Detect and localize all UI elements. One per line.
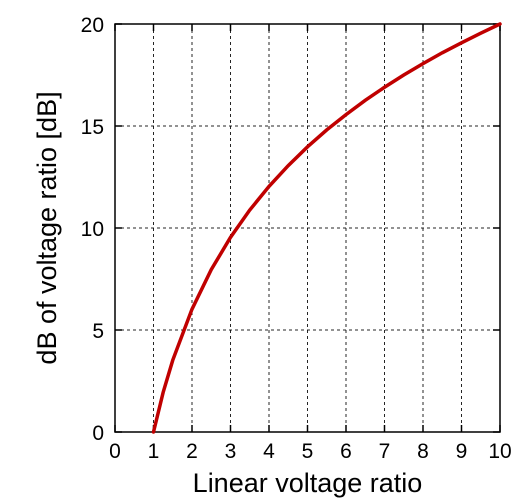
- y-tick-label: 15: [81, 116, 104, 139]
- y-tick-label: 10: [81, 218, 104, 241]
- grid-lines: [115, 24, 500, 432]
- x-tick-label: 3: [225, 440, 237, 463]
- y-axis-label: dB of voltage ratio [dB]: [32, 91, 62, 364]
- x-tick-label: 9: [456, 440, 468, 463]
- x-tick-label: 10: [488, 440, 511, 463]
- x-tick-label: 8: [417, 440, 429, 463]
- x-tick-label: 1: [148, 440, 160, 463]
- y-tick-label: 20: [81, 14, 104, 37]
- x-axis-label: Linear voltage ratio: [193, 468, 423, 498]
- x-tick-label: 7: [379, 440, 391, 463]
- x-tick-labels: 0 1 2 3 4 5 6 7 8 9 10: [109, 440, 512, 463]
- series-line: [151, 22, 502, 434]
- x-tick-label: 0: [109, 440, 121, 463]
- y-tick-label: 5: [92, 320, 104, 343]
- y-tick-label: 0: [92, 422, 104, 445]
- x-tick-label: 6: [340, 440, 352, 463]
- x-tick-label: 5: [302, 440, 314, 463]
- x-tick-label: 2: [186, 440, 198, 463]
- x-tick-label: 4: [263, 440, 275, 463]
- axis-ticks: [114, 23, 501, 433]
- y-tick-labels: 0 5 10 15 20: [81, 14, 104, 445]
